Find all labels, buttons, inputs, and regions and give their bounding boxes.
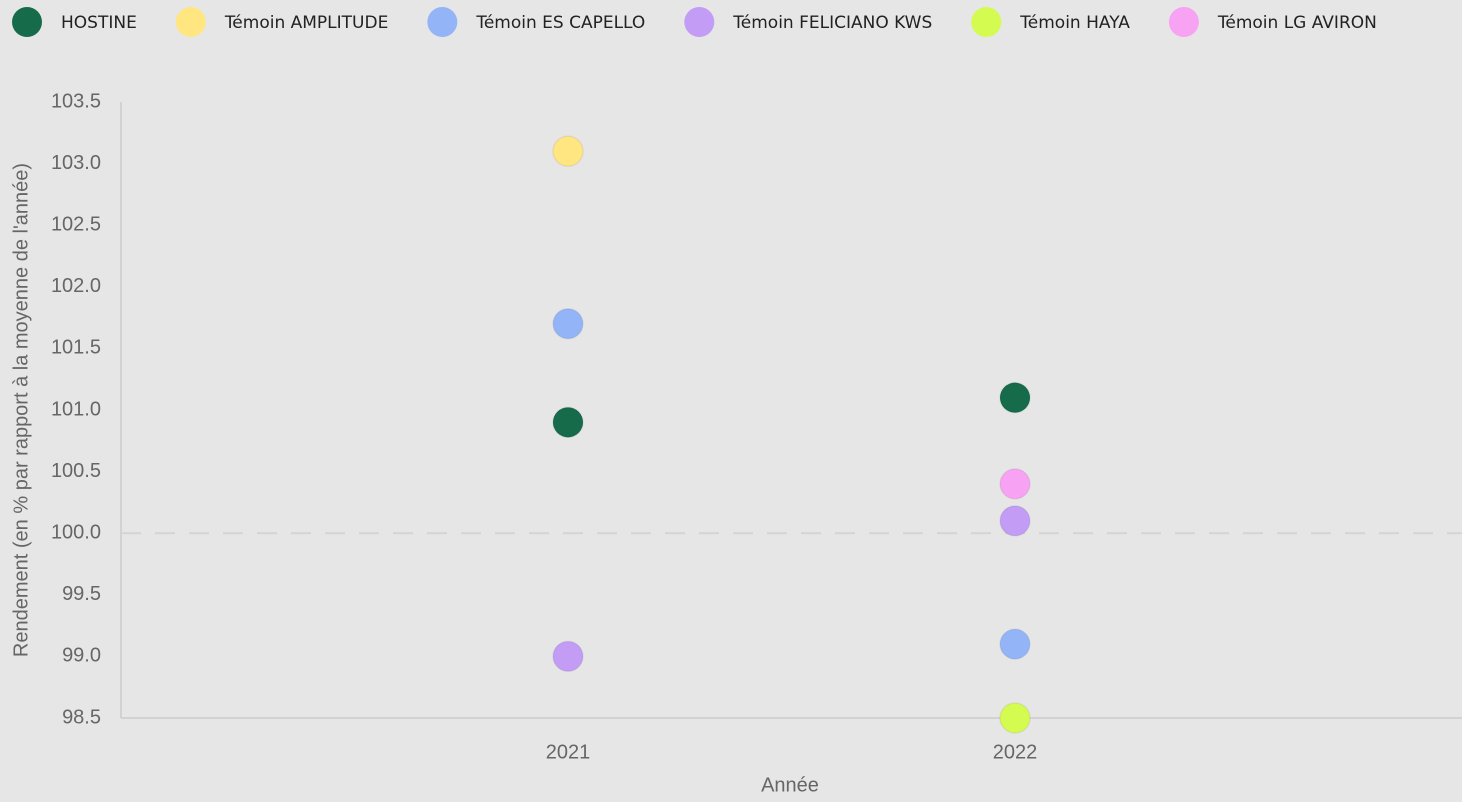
- legend-marker: [12, 7, 42, 37]
- dot: [552, 406, 584, 439]
- dot: [999, 468, 1031, 500]
- legend-label: Témoin AMPLITUDE: [224, 13, 389, 33]
- dot: [999, 381, 1031, 414]
- legend-label: Témoin HAYA: [1019, 13, 1130, 33]
- x-tick-label: 2021: [546, 741, 591, 763]
- legend-marker: [1168, 7, 1199, 37]
- dot: [999, 702, 1031, 734]
- legend-label: Témoin FELICIANO KWS: [732, 13, 932, 33]
- legend-marker: [175, 7, 206, 37]
- dot: [552, 640, 584, 673]
- y-tick-label: 103.0: [51, 152, 101, 174]
- y-axis-title: Rendement (en % par rapport à la moyenne…: [10, 163, 32, 657]
- legend-marker: [427, 7, 458, 37]
- x-tick-label: 2022: [993, 741, 1038, 763]
- legend-label: Témoin LG AVIRON: [1217, 13, 1377, 33]
- dot: [999, 628, 1031, 660]
- y-tick-label: 100.0: [51, 521, 101, 543]
- y-tick-label: 98.5: [62, 706, 101, 728]
- y-tick-label: 100.5: [51, 460, 101, 482]
- legend-marker: [971, 7, 1002, 37]
- y-tick-label: 101.0: [51, 398, 101, 420]
- y-tick-label: 102.5: [51, 213, 101, 235]
- legend-label: HOSTINE: [61, 13, 137, 33]
- dot: [552, 135, 584, 168]
- y-tick-label: 101.5: [51, 337, 101, 359]
- dot: [999, 505, 1031, 537]
- dot: [552, 308, 584, 340]
- legend-marker: [684, 7, 715, 37]
- x-axis-title: Année: [761, 774, 819, 796]
- y-tick-label: 99.0: [62, 645, 101, 667]
- legend-label: Témoin ES CAPELLO: [475, 13, 645, 33]
- y-tick-label: 103.5: [51, 90, 101, 112]
- y-tick-label: 102.0: [51, 275, 101, 297]
- y-tick-label: 99.5: [62, 583, 101, 605]
